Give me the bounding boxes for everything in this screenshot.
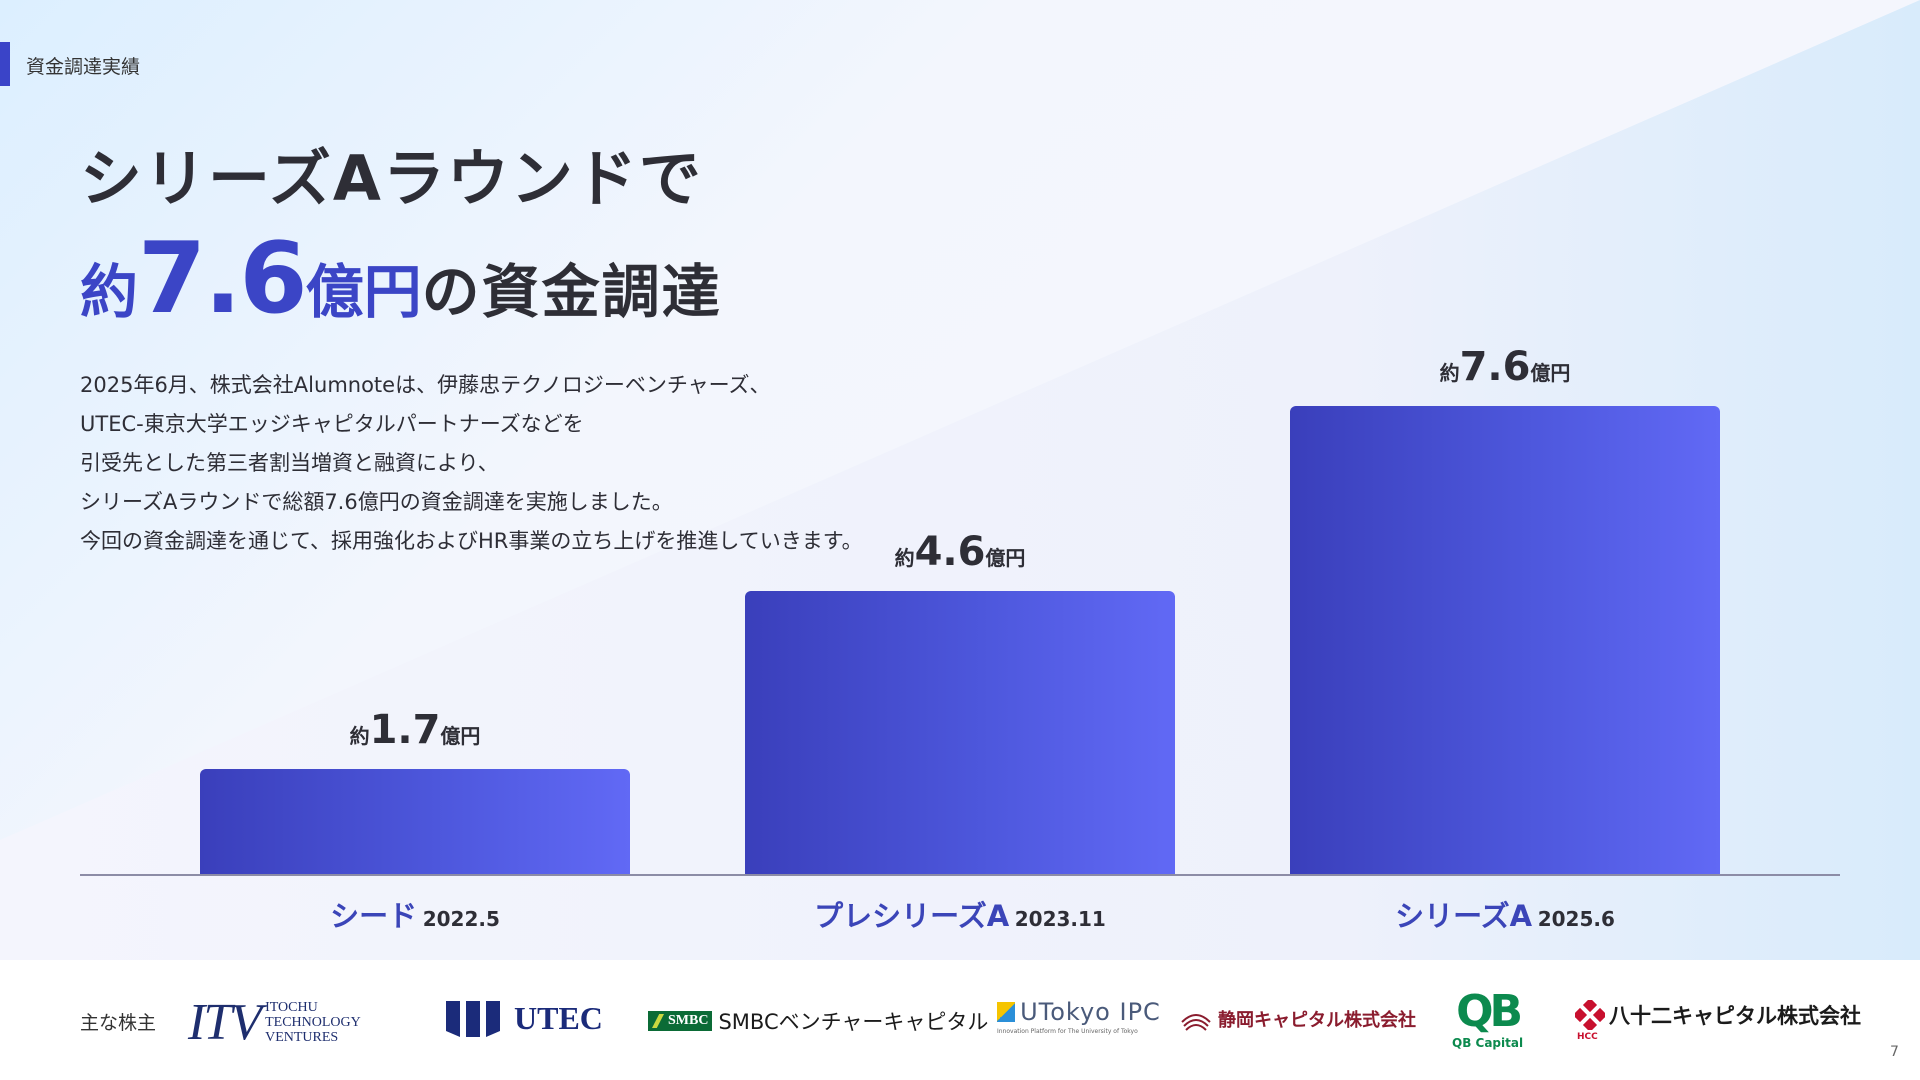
description-line: UTEC-東京大学エッジキャピタルパートナーズなどを [80,412,584,436]
chart-value-prefix: 約 [1439,361,1460,385]
chart-value-prefix: 約 [349,724,370,749]
chart-category-date: 2025.6 [1537,907,1615,931]
shizuoka-capital-logo: 静岡キャピタル株式会社 [1180,1004,1416,1034]
chart-value-unit: 億円 [1530,361,1571,385]
description: 2025年6月、株式会社Alumnoteは、伊藤忠テクノロジーベンチャーズ、 U… [80,366,863,561]
smbc-logo-box: SMBC [648,1011,713,1031]
headline-unit: 億円 [305,258,422,326]
chart-value-unit: 億円 [440,724,481,749]
qb-capital-logo: QB QB Capital [1452,986,1524,1051]
description-line: シリーズAラウンドで総額7.6億円の資金調達を実施しました。 [80,490,673,514]
itv-logo-line: TECHNOLOGY [265,1015,361,1030]
qb-logo-mark: QB [1456,986,1523,1037]
chart-value-label: 約1.7億円 [350,707,481,753]
chart-bar [1290,406,1720,874]
itv-logo-line: VENTURES [265,1030,339,1045]
section-label: 資金調達実績 [26,56,141,78]
headline-line1: シリーズAラウンドで [80,142,703,215]
utokyo-ipc-logo: UTokyo IPC Innovation Platform for The U… [997,998,1161,1035]
shareholders-label: 主な株主 [80,1012,157,1034]
itv-logo: ITV ITOCHU TECHNOLOGY VENTURES [188,993,361,1052]
utec-logo-text: UTEC [514,1000,603,1036]
hcc-logo-text: 八十二キャピタル株式会社 [1609,1004,1861,1028]
hachijuni-capital-logo: 八十二キャピタル株式会社 HCC [1575,1000,1861,1042]
headline-suffix: の資金調達 [421,258,722,326]
qb-logo-sub: QB Capital [1452,1036,1524,1050]
page-number: 7 [1890,1044,1899,1060]
chart-category-label: シリーズA 2025.6 [1395,893,1615,935]
utokyo-logo-sub: Innovation Platform for The University o… [997,1028,1138,1035]
chart-category-name: シード [330,899,418,933]
utokyo-flag-icon [997,1002,1015,1022]
description-line: 引受先とした第三者割当増資と融資により、 [80,451,499,475]
chart-value-label: 約4.6億円 [895,529,1026,575]
section-marker [0,42,10,86]
chart-bar [200,769,630,874]
shizuoka-mark-icon [1181,1014,1211,1031]
chart-category-date: 2022.5 [422,907,500,931]
utec-logo: UTEC [446,1000,603,1037]
chart-value-prefix: 約 [894,545,915,570]
chart-baseline [80,874,1840,876]
description-line: 2025年6月、株式会社Alumnoteは、伊藤忠テクノロジーベンチャーズ、 [80,373,771,397]
smbc-logo-text: SMBCベンチャーキャピタル [718,1010,989,1034]
chart-category-label: プレシリーズA 2023.11 [814,893,1106,935]
shizuoka-logo-text: 静岡キャピタル株式会社 [1218,1010,1416,1031]
itv-logo-mark: ITV [188,994,262,1051]
chart-value-value: 1.7 [369,707,441,754]
chart-category-date: 2023.11 [1014,907,1106,931]
chart-value-label: 約7.6億円 [1440,344,1571,390]
hcc-logo-tiny: HCC [1577,1032,1598,1042]
description-line: 今回の資金調達を通じて、採用強化およびHR事業の立ち上げを推進していきます。 [80,529,863,553]
headline-prefix: 約 [80,258,139,326]
headline-line2: 約7.6億円の資金調達 [80,222,722,336]
chart-category-label: シード 2022.5 [330,893,500,935]
chart-value-value: 7.6 [1459,344,1531,390]
itv-logo-text: ITOCHU TECHNOLOGY VENTURES [265,1000,361,1045]
utokyo-logo-text: UTokyo IPC [1020,998,1161,1026]
chart-value-value: 4.6 [914,528,986,575]
chart-category-name: シリーズA [1395,899,1533,933]
smbc-logo: SMBC SMBCベンチャーキャピタル [648,1006,988,1036]
headline-amount: 7.6 [138,222,308,336]
hcc-mark-icon [1575,1000,1605,1030]
utec-mark-icon [446,1000,500,1037]
itv-logo-line: ITOCHU [265,1000,318,1015]
chart-category-name: プレシリーズA [814,899,1010,933]
chart-value-unit: 億円 [985,545,1026,570]
chart-bar [745,590,1175,874]
